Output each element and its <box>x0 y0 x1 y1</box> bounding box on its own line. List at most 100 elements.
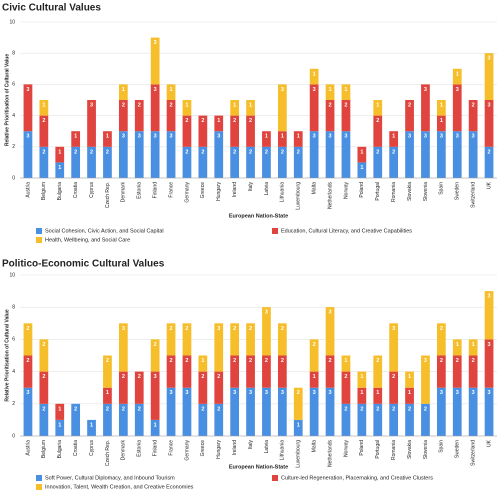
bar-segment <box>309 68 319 85</box>
data-label: 2 <box>424 406 427 412</box>
data-label: 2 <box>185 149 188 155</box>
data-label: 3 <box>281 87 284 93</box>
bar-segment <box>230 323 240 356</box>
bar-segment <box>309 339 319 372</box>
data-label: 1 <box>297 422 300 428</box>
x-tick-label: Malta <box>311 440 317 452</box>
bar-segment <box>150 131 160 178</box>
bar-segment <box>436 323 446 356</box>
y-tick-label: 10 <box>9 19 15 25</box>
data-label: 2 <box>329 358 332 364</box>
data-label: 1 <box>408 374 411 380</box>
data-label: 2 <box>408 102 411 108</box>
x-tick-label: Greece <box>200 182 206 199</box>
bar-segment <box>262 131 271 147</box>
x-tick-label: Hungary <box>216 440 222 459</box>
legend-label: Social Cohesion, Civic Action, and Socia… <box>45 228 164 234</box>
data-label: 1 <box>217 118 220 124</box>
x-tick-label: Denmark <box>121 440 127 461</box>
x-tick-label: Lithuania <box>280 440 286 461</box>
x-tick-label: Croatia <box>73 182 79 198</box>
bar-segment <box>389 403 399 436</box>
bar-segment <box>293 146 303 178</box>
bar-segment <box>325 355 335 388</box>
data-label: 1 <box>42 102 45 108</box>
data-label: 1 <box>154 422 157 428</box>
data-label: 3 <box>329 134 332 140</box>
x-tick-label: Finland <box>152 182 158 199</box>
data-label: 2 <box>170 358 173 364</box>
x-tick-label: Luxembourg <box>296 440 302 468</box>
data-label: 2 <box>392 149 395 155</box>
x-axis-label: European Nation-State <box>229 213 288 219</box>
bar-segment <box>150 84 160 132</box>
data-label: 3 <box>313 390 316 396</box>
bar-segment <box>484 146 494 178</box>
data-label: 2 <box>201 374 204 380</box>
x-tick-label: Norway <box>343 440 349 457</box>
data-label: 2 <box>42 118 45 124</box>
bar-segment <box>246 387 255 436</box>
data-label: 1 <box>344 358 347 364</box>
x-tick-label: Germany <box>184 182 190 203</box>
data-label: 3 <box>265 390 268 396</box>
bar-segment <box>23 84 33 132</box>
bar-segment <box>87 100 96 147</box>
data-label: 2 <box>217 374 220 380</box>
bar-segment <box>246 323 255 356</box>
data-label: 3 <box>424 358 427 364</box>
data-label: 3 <box>122 326 125 332</box>
data-label: 1 <box>106 134 109 140</box>
bar-segment <box>39 115 49 147</box>
bar-segment <box>421 403 430 436</box>
legend-swatch <box>36 228 42 234</box>
y-tick-label: 6 <box>12 337 15 343</box>
bar-segment <box>341 100 351 132</box>
x-tick-label: Netherlands <box>327 440 333 467</box>
bar-segment <box>103 403 112 436</box>
data-label: 2 <box>297 149 300 155</box>
data-label: 2 <box>472 102 475 108</box>
bar-segment <box>373 387 383 404</box>
x-tick-label: Slovakia <box>407 182 413 201</box>
bar-segment <box>436 131 446 178</box>
y-tick-label: 6 <box>12 82 15 88</box>
bar-segment <box>166 100 176 132</box>
bar-segment <box>39 403 49 436</box>
bar-segment <box>468 387 478 436</box>
data-label: 1 <box>233 102 236 108</box>
data-label: 2 <box>440 326 443 332</box>
bar-segment <box>55 419 65 436</box>
data-label: 1 <box>376 390 379 396</box>
y-tick-label: 4 <box>12 369 15 375</box>
data-label: 2 <box>26 326 29 332</box>
data-label: 1 <box>201 358 204 364</box>
bar-segment <box>436 355 446 388</box>
data-label: 2 <box>106 149 109 155</box>
data-label: 3 <box>424 134 427 140</box>
x-tick-label: Croatia <box>73 440 79 456</box>
bar-segment <box>389 146 399 178</box>
bar-segment <box>484 387 494 436</box>
bar-segment <box>87 419 96 436</box>
bar-segment <box>23 355 33 388</box>
bar-segment <box>341 355 351 372</box>
data-label: 2 <box>488 149 491 155</box>
data-label: 1 <box>313 374 316 380</box>
x-tick-label: Austria <box>25 182 31 198</box>
x-tick-label: Estonia <box>137 182 143 199</box>
y-tick-label: 8 <box>12 305 15 311</box>
chart-title: Politico-Economic Cultural Values <box>2 259 165 270</box>
data-label: 3 <box>408 134 411 140</box>
data-label: 2 <box>42 374 45 380</box>
bar-segment <box>150 339 160 372</box>
x-tick-label: Netherlands <box>327 182 333 209</box>
data-label: 1 <box>472 342 475 348</box>
data-label: 2 <box>297 390 300 396</box>
x-tick-label: Bulgaria <box>57 182 63 201</box>
data-label: 3 <box>281 390 284 396</box>
data-label: 2 <box>376 358 379 364</box>
bar-segment <box>357 162 367 178</box>
data-label: 2 <box>42 149 45 155</box>
data-label: 2 <box>408 406 411 412</box>
